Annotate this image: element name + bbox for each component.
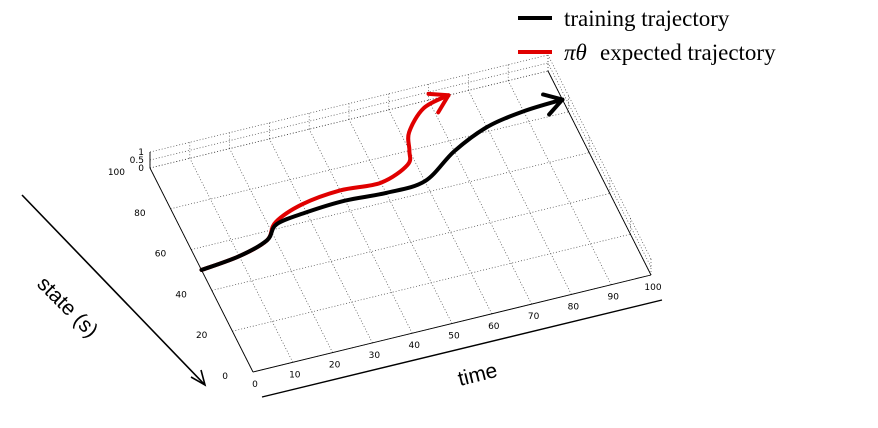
y-tick-label: 20 [196,331,208,341]
floor-gridline-x [507,80,612,285]
state-axis-title: state (s) [32,272,102,342]
grid-layer [149,54,652,373]
x-tick-label: 80 [568,302,580,312]
x-tick-label: 50 [448,332,460,342]
x-tick-label: 0 [252,380,258,390]
floor-gridline-x [388,109,493,314]
z-tick-label: 0 [138,164,144,174]
back-wall-gridline-z [149,62,549,161]
x-tick-label: 30 [369,351,381,361]
series-line-training-arrowhead [541,92,565,117]
floor-gridline-x [348,119,453,324]
floor-gridline-y [170,111,569,210]
z-tick-label: 0.5 [130,156,144,166]
x-tick-label: 100 [644,283,661,293]
legend-label-training: training trajectory [564,6,730,31]
floor-gridline-x [428,99,532,305]
x-tick-label: 90 [607,293,619,303]
series-line-expected [199,93,451,272]
time-axis-line [261,299,663,398]
x-tick-label: 20 [329,361,341,371]
legend-label-expected: expected trajectory [600,40,776,65]
box-edge-right [547,70,652,276]
y-tick-label: 40 [175,290,187,300]
floor-gridline-x [308,129,413,334]
series-layer [199,91,565,272]
x-tick-label: 10 [289,370,301,380]
y-tick-label: 0 [222,372,228,382]
floor-gridline-x [468,90,572,295]
series-line-training [199,97,565,272]
y-tick-label: 80 [134,209,146,219]
z-tick-label: 1 [138,148,144,158]
legend: training trajectory πθ expected trajecto… [518,6,776,65]
time-axis-title: time [456,359,500,391]
x-tick-label: 60 [488,322,500,332]
x-tick-label: 70 [528,312,540,322]
legend-symbol-pi-theta: πθ [564,40,587,65]
right-wall-gridline-z [547,62,652,268]
series-line-expected-arrowhead [426,91,451,115]
y-tick-label: 100 [108,168,125,178]
box-edge-front [252,274,652,373]
floor-gridline-y [211,193,610,291]
floor-gridline-y [191,152,590,250]
x-tick-label: 40 [408,341,420,351]
y-tick-label: 60 [155,250,167,260]
floor-gridline-x [229,148,333,353]
right-wall-gridline-z [547,54,652,260]
state-axis-arrow-head [190,369,207,387]
floor-gridline-x [269,138,373,344]
state-axis-arrow-line [21,194,206,386]
floor-gridline-x [189,158,294,363]
